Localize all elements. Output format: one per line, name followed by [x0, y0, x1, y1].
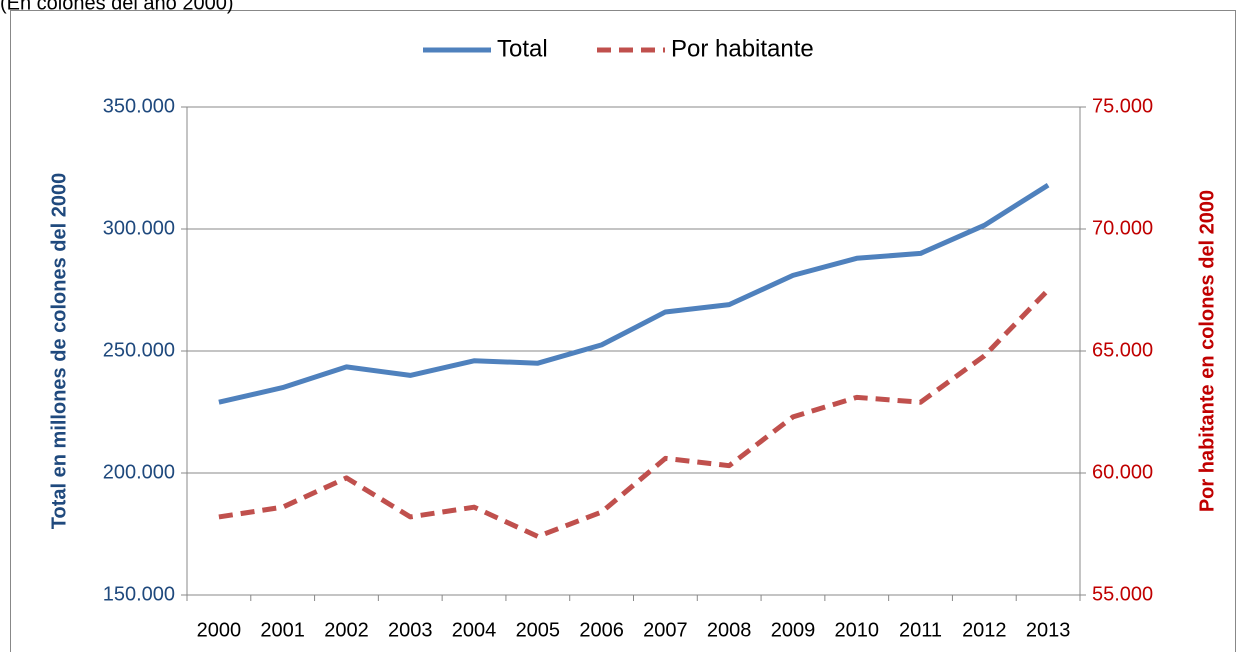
y-tick-label: 300.000	[103, 217, 175, 239]
y2-tick-label: 70.000	[1092, 217, 1153, 239]
y2-tick-label: 60.000	[1092, 461, 1153, 483]
y2-tick-label: 55.000	[1092, 583, 1153, 605]
x-tick-label: 2000	[197, 619, 242, 641]
y2-tick-label: 75.000	[1092, 95, 1153, 117]
chart-subtitle: (En colones del año 2000)	[0, 0, 234, 14]
chart-border	[10, 10, 1236, 652]
x-tick-label: 2004	[452, 619, 497, 641]
x-tick-label: 2006	[579, 619, 624, 641]
legend-label: Por habitante	[671, 35, 814, 62]
x-tick-label: 2003	[388, 619, 433, 641]
x-tick-label: 2001	[260, 619, 305, 641]
y-tick-label: 350.000	[103, 95, 175, 117]
y2-axis-title: Por habitante en colones del 2000	[1196, 190, 1218, 512]
x-tick-label: 2008	[707, 619, 752, 641]
y-tick-label: 250.000	[103, 339, 175, 361]
x-tick-label: 2013	[1026, 619, 1071, 641]
y-axis-title: Total en millones de colones del 2000	[48, 173, 70, 529]
series-line	[218, 288, 1050, 539]
x-tick-label: 2009	[771, 619, 816, 641]
y2-tick-label: 65.000	[1092, 339, 1153, 361]
x-tick-label: 2011	[899, 619, 942, 641]
y-tick-label: 200.000	[103, 461, 175, 483]
x-tick-label: 2007	[643, 619, 688, 641]
y-tick-label: 150.000	[103, 583, 175, 605]
legend-label: Total	[497, 35, 548, 62]
series-line	[218, 182, 1050, 405]
x-tick-label: 2005	[516, 619, 561, 641]
x-tick-label: 2010	[835, 619, 880, 641]
x-tick-label: 2012	[962, 619, 1007, 641]
x-tick-label: 2002	[324, 619, 369, 641]
